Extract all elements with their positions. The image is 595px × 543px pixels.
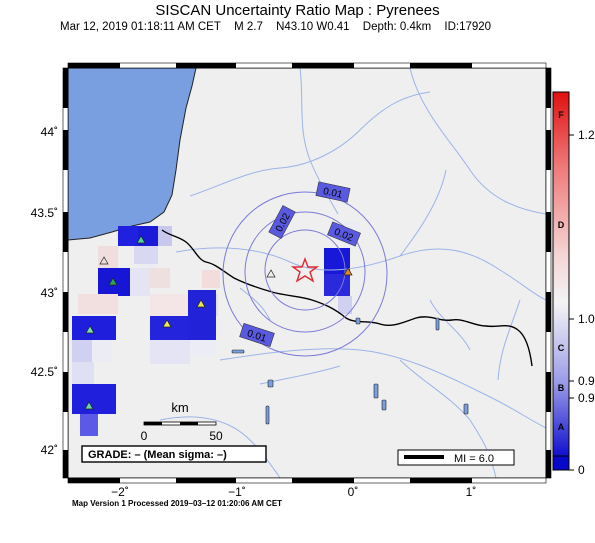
rivers (159, 68, 546, 478)
national-border (161, 229, 533, 367)
event-magnitude: M 2.7 (234, 21, 263, 33)
epicenter-star-icon (290, 257, 320, 283)
colorbar-value: 0.9 (578, 374, 595, 388)
event-id: ID:17920 (444, 21, 492, 33)
station-triangle (266, 269, 276, 278)
colorbar-value: 0 (578, 463, 585, 477)
lat-label: 42˚ (41, 443, 58, 457)
grade-letter: F (558, 110, 564, 120)
scale-tick: 50 (209, 429, 223, 443)
lat-label: 43˚ (41, 286, 58, 300)
grade-box: GRADE: – (Mean sigma: –) (81, 445, 267, 463)
grade-letter: D (558, 220, 565, 230)
lat-label: 42.5˚ (31, 365, 58, 379)
bay-of-biscay (68, 68, 197, 241)
grade-text: GRADE: – (Mean sigma: –) (88, 449, 227, 461)
grade-letter: A (558, 422, 565, 432)
event-location: N43.10 W0.41 (276, 21, 350, 33)
colorbar-value: 1.2 (578, 128, 595, 142)
stations (84, 235, 353, 410)
processing-footer: Map Version 1 Processed 2019–03–12 01:20… (72, 499, 283, 508)
lon-label: −1˚ (228, 485, 246, 499)
lon-label: 0˚ (348, 485, 359, 499)
station-triangle (343, 267, 353, 276)
intensity-grid (72, 222, 360, 436)
lat-label: 44˚ (41, 125, 58, 139)
mi-box: MI = 6.0 (397, 449, 515, 466)
mi-text: MI = 6.0 (454, 453, 494, 465)
colorbar-value: 0.9 (578, 391, 595, 405)
event-depth: Depth: 0.4km (362, 21, 432, 33)
station-triangle (85, 325, 95, 334)
grade-letter: B (558, 383, 565, 393)
contours (222, 191, 388, 357)
event-datetime: Mar 12, 2019 01:18:11 AM CET (60, 21, 221, 33)
map-frame (62, 62, 552, 484)
station-triangle (84, 401, 94, 410)
colorbar-value: 1.0 (578, 312, 595, 326)
station-triangle (108, 277, 118, 286)
contour-label: 0.01 (322, 186, 344, 201)
station-triangle (99, 256, 109, 265)
event-info: Mar 12, 2019 01:18:11 AM CET M 2.7 N43.1… (60, 21, 501, 33)
lat-label: 43.5˚ (31, 206, 58, 220)
map-title: SISCAN Uncertainty Ratio Map : Pyrenees (155, 2, 440, 19)
scale-unit: km (171, 400, 188, 415)
lon-label: 1˚ (466, 485, 477, 499)
scale-tick: 0 (141, 429, 148, 443)
lon-label: −2˚ (111, 485, 129, 499)
station-triangle (162, 319, 172, 328)
station-triangle (136, 235, 146, 244)
scale-bar: km 0 50 (141, 400, 223, 443)
lakes (231, 317, 469, 425)
grade-letter: C (558, 343, 565, 353)
station-triangle (196, 299, 206, 308)
colorbar: F D C B A 1.2 1.0 0.9 0.9 0 (552, 91, 595, 477)
